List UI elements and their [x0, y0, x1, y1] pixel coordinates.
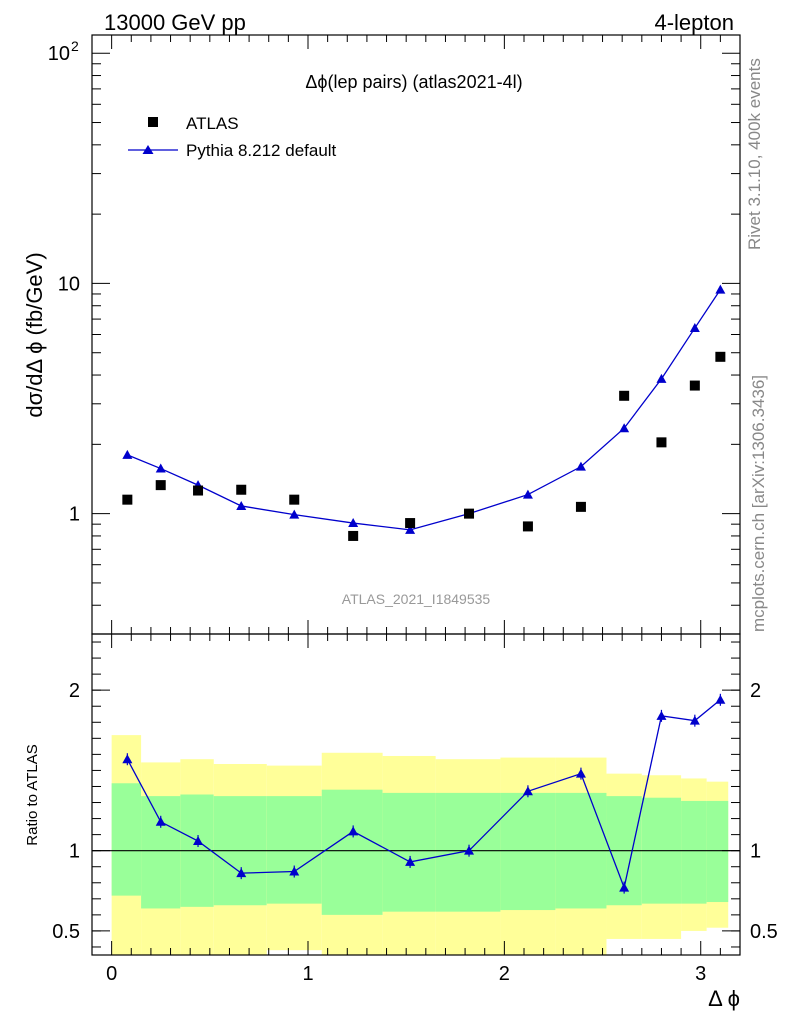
legend-atlas-marker	[148, 117, 158, 127]
pythia-point	[155, 463, 166, 473]
main-y-tick-label: 10	[48, 43, 70, 65]
atlas-point	[619, 390, 630, 401]
ratio-plot-frame	[91, 633, 741, 956]
ratio-point	[155, 816, 166, 826]
ratio-band-inner	[321, 789, 383, 915]
ratio-y-tick-label-right: 0.5	[750, 921, 778, 943]
ratio-band-inner	[266, 796, 322, 904]
atlas-point	[348, 530, 359, 541]
ratio-point	[405, 856, 416, 866]
ratio-point	[619, 882, 630, 892]
pythia-point	[405, 524, 416, 534]
atlas-point	[289, 494, 300, 505]
atlas-point	[236, 484, 247, 495]
atlas-point	[122, 494, 133, 505]
x-axis-label: Δ ϕ	[708, 986, 740, 1011]
ratio-point	[289, 866, 300, 876]
ratio-point	[689, 715, 700, 725]
pythia-point	[348, 518, 359, 528]
pythia-point	[656, 373, 667, 383]
ratio-plot-panel: 0 1 2 3 0.5 0.5 1 1 2 2 Ratio to ATLAS Δ ϕ	[24, 633, 778, 1011]
pythia-point	[289, 509, 300, 519]
pythia-series-line	[127, 289, 721, 531]
pythia-point	[689, 323, 700, 333]
ratio-point	[464, 845, 475, 855]
header-right: 4-lepton	[654, 10, 734, 35]
ratio-y-tick-label: 0.5	[52, 921, 80, 943]
ratio-point	[522, 786, 533, 796]
x-tick-label: 3	[695, 963, 706, 985]
pythia-point	[619, 423, 630, 433]
header-left: 13000 GeV pp	[104, 10, 246, 35]
main-y-axis-label: dσ/dΔ ϕ (fb/GeV)	[22, 252, 47, 417]
ratio-y-tick-label: 2	[69, 680, 80, 702]
analysis-watermark: ATLAS_2021_I1849535	[342, 591, 491, 607]
pythia-point	[522, 489, 533, 499]
legend: ATLAS Pythia 8.212 default	[128, 114, 337, 160]
atlas-point	[689, 380, 700, 391]
mcplots-label: mcplots.cern.ch [arXiv:1306.3436]	[749, 375, 768, 632]
atlas-point	[155, 480, 166, 491]
ratio-point	[236, 868, 247, 878]
main-y-tick-label-exponent: 2	[71, 38, 79, 54]
atlas-point	[464, 508, 475, 519]
x-tick-label: 2	[499, 963, 510, 985]
legend-pythia-marker	[142, 145, 154, 154]
ratio-y-tick-label: 1	[69, 841, 80, 863]
pythia-point	[715, 284, 726, 294]
ratio-series-line	[126, 699, 721, 890]
legend-atlas-label: ATLAS	[186, 114, 239, 133]
pythia-point	[575, 461, 586, 471]
ratio-band-inner	[382, 792, 436, 912]
x-tick-label: 1	[302, 963, 313, 985]
ratio-band-inner	[706, 800, 729, 903]
ratio-point	[575, 768, 586, 778]
atlas-point	[656, 437, 667, 448]
ratio-y-tick-label-right: 1	[750, 841, 761, 863]
rivet-label: Rivet 3.1.10, 400k events	[745, 58, 764, 250]
ratio-y-axis-label: Ratio to ATLAS	[24, 744, 41, 845]
pythia-point	[236, 500, 247, 510]
atlas-point	[193, 485, 204, 496]
ratio-point	[122, 754, 133, 764]
ratio-point	[715, 694, 726, 704]
main-title: Δϕ(lep pairs) (atlas2021-4l)	[305, 72, 522, 92]
x-tick-label: 0	[106, 963, 117, 985]
atlas-point	[405, 518, 416, 529]
ratio-point	[656, 710, 667, 720]
ratio-point	[193, 836, 204, 846]
atlas-point	[522, 521, 533, 532]
ratio-band-inner	[681, 800, 707, 904]
pythia-point	[122, 449, 133, 459]
atlas-point	[715, 351, 726, 362]
ratio-point	[348, 826, 359, 836]
main-y-tick-label: 1	[69, 504, 80, 526]
ratio-y-tick-label-right: 2	[750, 680, 761, 702]
legend-pythia-label: Pythia 8.212 default	[186, 141, 337, 160]
atlas-point	[575, 501, 586, 512]
ratio-band-inner	[500, 792, 556, 911]
main-y-tick-label: 10	[58, 273, 80, 295]
ratio-band-inner	[141, 796, 181, 909]
ratio-band-inner	[111, 783, 142, 896]
